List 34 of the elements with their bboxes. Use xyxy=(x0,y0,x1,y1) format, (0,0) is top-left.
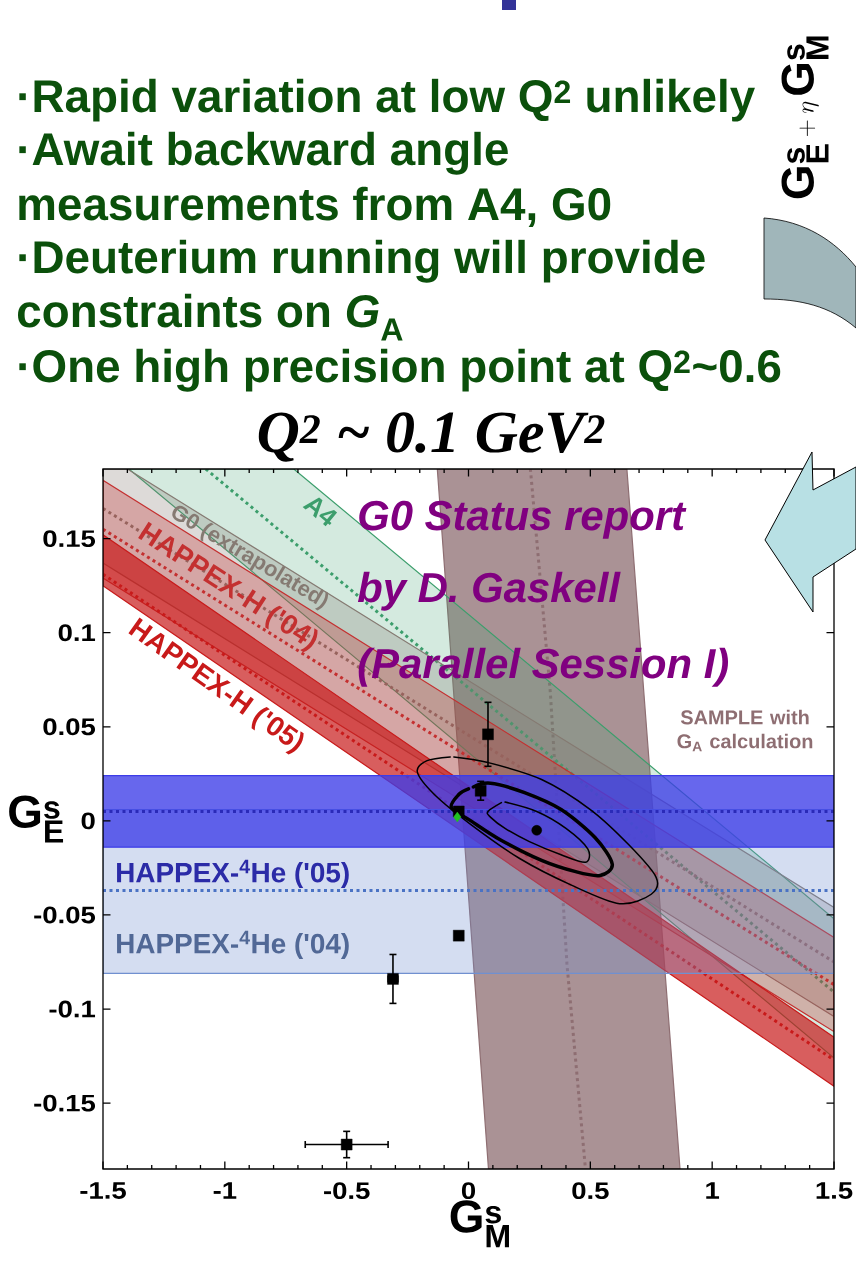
text: constraints on G$_{A}$ xyxy=(17,293,403,341)
y-tick-label: 0.05 xyxy=(43,718,96,736)
point xyxy=(531,825,542,836)
x-axis-title: $\mathbf{G}_{\mathbf{M}}^{\mathbf{s}}$ xyxy=(450,1200,509,1248)
y-tick-label: -0.15 xyxy=(34,1094,96,1112)
text: measurements from A4, G0 xyxy=(19,186,611,228)
x-tick-label: 0.5 xyxy=(572,1182,609,1200)
y-tick-label: -0.05 xyxy=(34,906,96,924)
point xyxy=(453,929,465,942)
point xyxy=(453,811,462,823)
text: ·One high precision point at Q$^{2}$~0.6 xyxy=(19,348,781,392)
text: ·Await backward angle xyxy=(19,131,508,175)
text: ·Deuterium running will provide xyxy=(19,239,705,283)
x-tick-label: 1 xyxy=(706,1182,720,1199)
x-tick-label: 1.5 xyxy=(816,1182,853,1199)
y-tick-label: 0 xyxy=(81,812,95,830)
y-tick-label: 0.1 xyxy=(58,624,96,642)
line-series xyxy=(449,781,615,878)
x-tick-label: 0 xyxy=(461,1182,476,1200)
band-label: HAPPEX-$^{4}$He ('05) xyxy=(117,859,349,888)
x-tick-label: -1 xyxy=(213,1182,237,1199)
text: SAMPLE with G$_{A}$ calculation xyxy=(677,709,813,752)
chart-title: Q$^{2}$ ~ 0.1 GeV$^{2}$ xyxy=(258,412,605,462)
y-tick-label: -0.1 xyxy=(49,1000,96,1018)
y-tick-label: 0.15 xyxy=(43,530,96,548)
point xyxy=(474,785,487,797)
point xyxy=(340,1138,353,1151)
x-tick-label: -1.5 xyxy=(80,1182,126,1199)
text: $\mathbf{G}_{\mathbf{E}}^{\mathbf{s}}+\eta\,\mathbf{G}_{\mathbf{M}}^{\mathbf{s}}$ xyxy=(781,36,829,199)
band-label: HAPPEX-$^{4}$He ('04) xyxy=(117,930,349,960)
y-axis-title: $\mathbf{G}_{\mathbf{E}}^{\mathbf{s}}$ xyxy=(9,795,64,843)
x-tick-label: -0.5 xyxy=(324,1182,370,1200)
text: ·Rapid variation at low Q$^{2}$ unlikely xyxy=(19,78,755,122)
point xyxy=(482,728,494,741)
